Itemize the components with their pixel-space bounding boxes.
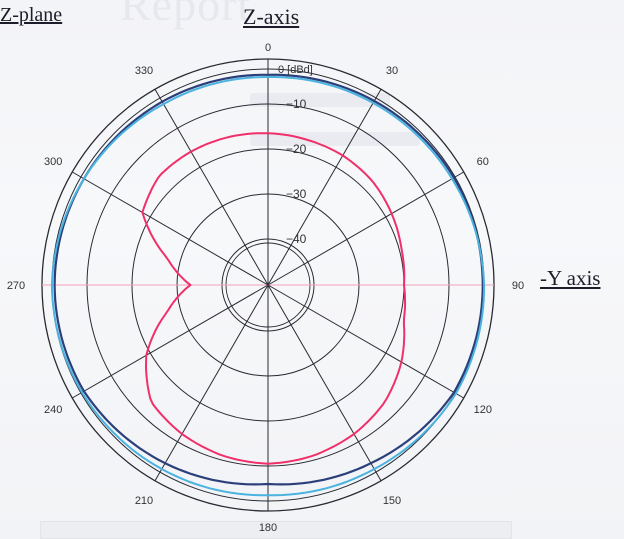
angle-label-30: 30: [386, 65, 398, 77]
angle-label-300: 300: [44, 156, 62, 168]
angle-label-180: 180: [259, 522, 277, 534]
spoke-150: [267, 284, 382, 481]
db-label-20: −20: [286, 142, 307, 156]
spoke-300: [72, 171, 269, 286]
angle-label-90: 90: [512, 280, 524, 292]
series-line-1: [50, 76, 486, 497]
db-label-40: −40: [286, 232, 307, 246]
spoke-210: [154, 284, 269, 481]
angle-label-240: 240: [44, 404, 62, 416]
db-label-10: −10: [286, 97, 307, 111]
angle-label-150: 150: [383, 495, 401, 507]
spoke-330: [154, 89, 269, 286]
spoke-60: [267, 171, 464, 286]
labels-layer: 0 30 60 90 120 150 180 210 240 270 300 330 0 [dBd] −1…: [7, 42, 524, 534]
spoke-30: [267, 89, 382, 286]
spoke-120: [267, 284, 464, 399]
polar-grid: [41, 58, 495, 512]
angle-label-60: 60: [477, 156, 489, 168]
angle-label-120: 120: [474, 404, 492, 416]
series-layer: [50, 73, 486, 497]
db-unit-label: 0 [dBd]: [278, 64, 313, 76]
angle-label-0: 0: [265, 42, 271, 54]
db-label-30: −30: [286, 187, 307, 201]
angle-label-210: 210: [135, 495, 153, 507]
angle-label-270: 270: [7, 280, 25, 292]
spoke-240: [72, 284, 269, 399]
series-line-2: [141, 132, 407, 465]
y-axis-label: -Y axis: [540, 266, 601, 290]
angle-label-330: 330: [135, 65, 153, 77]
z-axis-label: Z-axis: [243, 4, 300, 29]
plane-label: Z-plane: [0, 4, 63, 26]
